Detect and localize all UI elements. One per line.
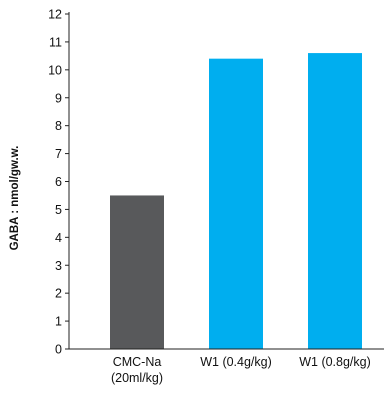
bar <box>209 58 263 350</box>
bars <box>110 53 362 350</box>
x-tick-label: W1 (0.8g/kg) <box>299 355 371 369</box>
y-tick-label: 9 <box>55 91 62 105</box>
bar <box>110 195 164 349</box>
y-tick-label: 8 <box>55 119 62 133</box>
x-tick-label: (20ml/kg) <box>111 371 163 385</box>
y-tick-label: 2 <box>55 287 62 301</box>
y-tick-label: 7 <box>55 147 62 161</box>
y-tick-label: 3 <box>55 259 62 273</box>
x-tick-label: W1 (0.4g/kg) <box>200 355 272 369</box>
y-tick-label: 6 <box>55 175 62 189</box>
y-axis-title: GABA : nmol/gw.w. <box>9 146 21 251</box>
y-tick-label: 12 <box>48 8 62 22</box>
y-tick-label: 5 <box>55 203 62 217</box>
bar <box>308 53 362 349</box>
y-tick-label: 1 <box>55 315 62 329</box>
y-tick-label: 0 <box>55 343 62 357</box>
y-tick-label: 4 <box>55 231 62 245</box>
y-tick-label: 10 <box>48 63 62 77</box>
y-tick-label: 11 <box>49 35 62 49</box>
x-tick-label: CMC-Na <box>113 355 162 369</box>
x-axis: CMC-Na (20ml/kg) W1 (0.4g/kg) W1 (0.8g/kg) <box>69 348 384 385</box>
